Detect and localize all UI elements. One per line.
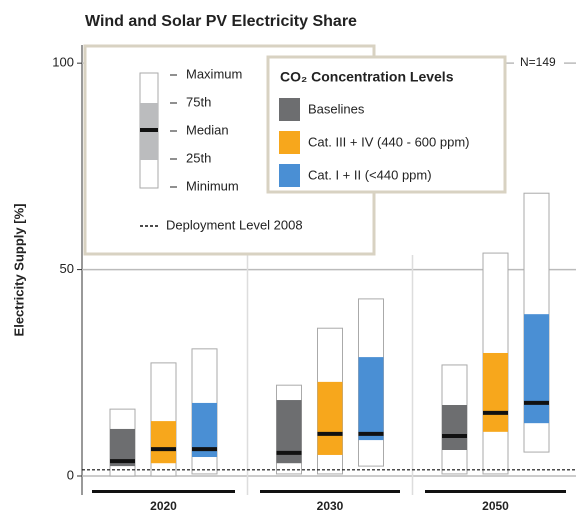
- box-legend-label: Minimum: [186, 178, 239, 193]
- category-bar: [425, 490, 566, 493]
- box-iqr: [524, 314, 549, 424]
- annotation-bg: [514, 55, 564, 71]
- x-tick-label: 2050: [482, 499, 509, 513]
- box-iqr: [358, 357, 384, 441]
- series-legend: [266, 55, 507, 194]
- y-tick-label: 100: [52, 55, 74, 70]
- legend-swatch: [279, 164, 300, 187]
- box-iqr: [483, 352, 508, 432]
- legend-swatch: [279, 131, 300, 154]
- box-iqr: [151, 421, 176, 464]
- box-legend-label: 25th: [186, 150, 211, 165]
- x-tick-label: 2030: [317, 499, 344, 513]
- box-legend-label: Median: [186, 122, 229, 137]
- y-tick-label: 50: [60, 261, 74, 276]
- annotation: N=149: [520, 55, 556, 69]
- legend-swatch: [279, 98, 300, 121]
- box-legend-label: Maximum: [186, 66, 242, 81]
- box-iqr: [317, 381, 343, 455]
- box-iqr: [442, 405, 467, 450]
- legend-label: Cat. III + IV (440 - 600 ppm): [308, 134, 470, 149]
- chart-title: Wind and Solar PV Electricity Share: [85, 13, 357, 30]
- category-bar: [260, 490, 400, 493]
- x-tick-label: 2020: [150, 499, 177, 513]
- legend-label: Cat. I + II (<440 ppm): [308, 167, 432, 182]
- box-legend-label: 75th: [186, 94, 211, 109]
- legend-label: Baselines: [308, 101, 365, 116]
- reference-label: Deployment Level 2008: [166, 217, 303, 232]
- y-tick-label: 0: [67, 467, 74, 482]
- legend-title: CO₂ Concentration Levels: [280, 69, 454, 85]
- category-bar: [92, 490, 235, 493]
- y-axis-label: Electricity Supply [%]: [11, 204, 26, 337]
